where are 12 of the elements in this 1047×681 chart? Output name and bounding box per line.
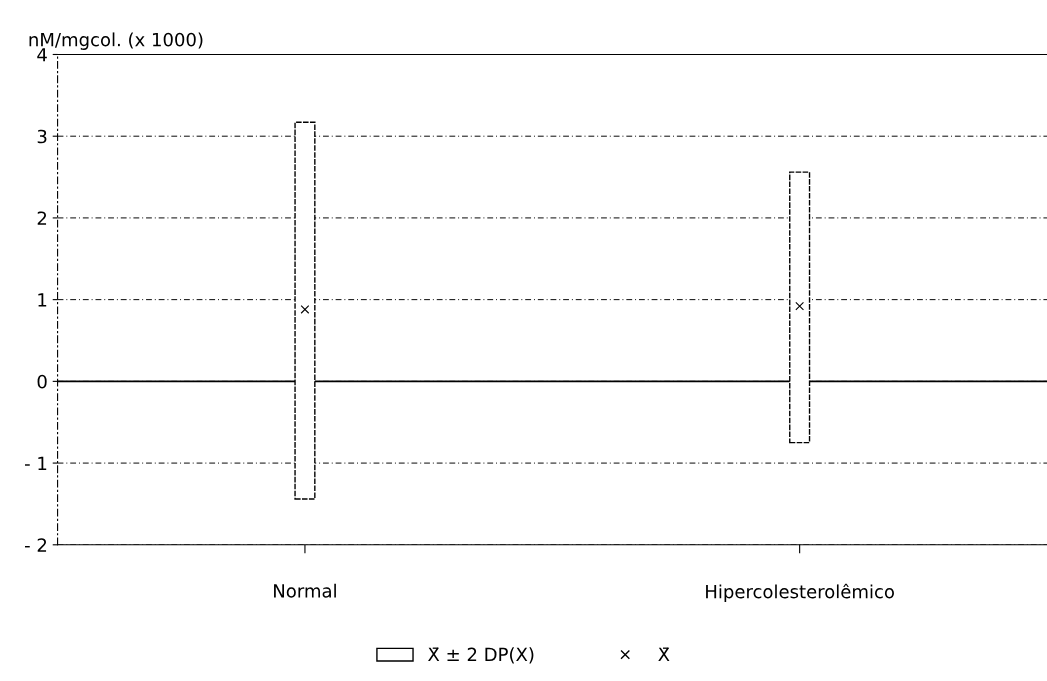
y-tick-label: 0 [37,374,47,389]
y-tick-label: 4 [37,48,47,62]
legend-label: X̄ [658,647,670,661]
y-tick-label: 2 [37,211,47,225]
x-tick-label: Hipercolesterolêmico [706,583,894,602]
y-tick-label: 1 [38,293,47,307]
x-tick-label: Normal [274,583,336,598]
y-tick-label: - 1 [25,456,47,470]
y-tick-label: - 2 [25,538,47,552]
y-axis-title: nM/mgcol. (x 1000) [29,32,203,50]
legend-label: X̄ ± 2 DP(X) [428,647,534,664]
y-tick-label: 3 [37,129,47,144]
